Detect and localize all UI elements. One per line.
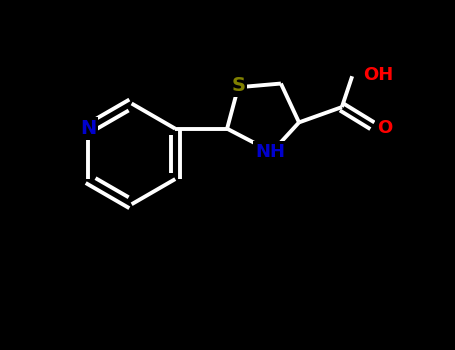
Text: OH: OH bbox=[364, 66, 394, 84]
Text: NH: NH bbox=[255, 143, 285, 161]
Text: N: N bbox=[80, 119, 96, 138]
Text: O: O bbox=[377, 119, 393, 137]
Text: S: S bbox=[231, 76, 245, 95]
